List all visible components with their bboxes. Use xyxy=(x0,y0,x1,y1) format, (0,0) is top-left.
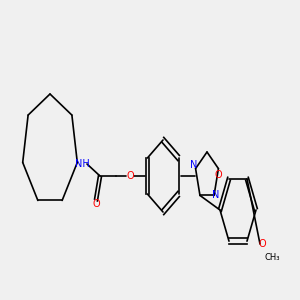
Text: O: O xyxy=(92,199,100,209)
Text: NH: NH xyxy=(75,159,89,169)
Text: O: O xyxy=(214,169,222,180)
Text: O: O xyxy=(258,239,266,249)
Text: O: O xyxy=(126,171,134,181)
Text: N: N xyxy=(212,190,220,200)
Text: N: N xyxy=(190,160,197,170)
Text: CH₃: CH₃ xyxy=(264,254,280,262)
